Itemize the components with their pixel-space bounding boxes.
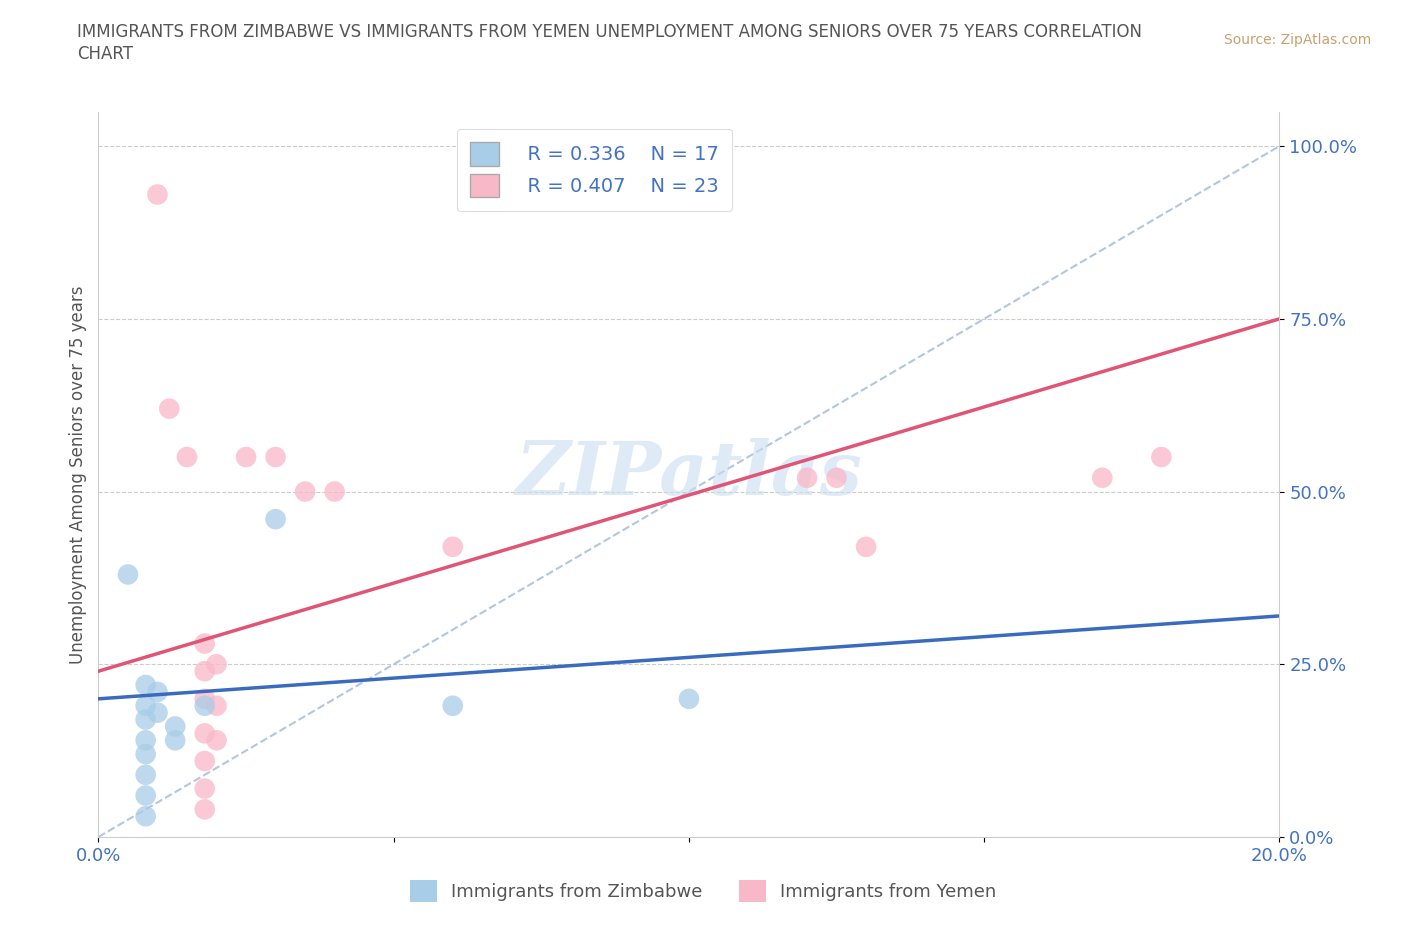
- Point: [441, 698, 464, 713]
- Point: [117, 567, 139, 582]
- Point: [135, 733, 157, 748]
- Point: [264, 449, 287, 464]
- Point: [205, 733, 228, 748]
- Legend:   R = 0.336    N = 17,   R = 0.407    N = 23: R = 0.336 N = 17, R = 0.407 N = 23: [457, 128, 733, 211]
- Point: [194, 664, 217, 679]
- Point: [135, 767, 157, 782]
- Point: [796, 471, 818, 485]
- Point: [194, 753, 217, 768]
- Point: [165, 733, 187, 748]
- Point: [194, 691, 217, 706]
- Point: [441, 539, 464, 554]
- Point: [194, 698, 217, 713]
- Point: [194, 726, 217, 741]
- Point: [323, 485, 346, 499]
- Point: [135, 678, 157, 693]
- Point: [235, 449, 257, 464]
- Point: [205, 698, 228, 713]
- Point: [146, 684, 169, 699]
- Legend: Immigrants from Zimbabwe, Immigrants from Yemen: Immigrants from Zimbabwe, Immigrants fro…: [395, 866, 1011, 916]
- Point: [135, 698, 157, 713]
- Point: [135, 712, 157, 727]
- Text: ZIPatlas: ZIPatlas: [516, 438, 862, 511]
- Point: [165, 719, 187, 734]
- Point: [294, 485, 316, 499]
- Point: [157, 401, 180, 416]
- Point: [146, 705, 169, 720]
- Point: [146, 187, 169, 202]
- Point: [678, 691, 700, 706]
- Point: [1150, 449, 1173, 464]
- Point: [825, 471, 848, 485]
- Point: [135, 747, 157, 762]
- Point: [194, 781, 217, 796]
- Point: [176, 449, 198, 464]
- Point: [135, 809, 157, 824]
- Y-axis label: Unemployment Among Seniors over 75 years: Unemployment Among Seniors over 75 years: [69, 286, 87, 663]
- Text: IMMIGRANTS FROM ZIMBABWE VS IMMIGRANTS FROM YEMEN UNEMPLOYMENT AMONG SENIORS OVE: IMMIGRANTS FROM ZIMBABWE VS IMMIGRANTS F…: [77, 23, 1142, 41]
- Point: [205, 657, 228, 671]
- Point: [194, 636, 217, 651]
- Point: [264, 512, 287, 526]
- Text: Source: ZipAtlas.com: Source: ZipAtlas.com: [1223, 33, 1371, 46]
- Text: CHART: CHART: [77, 45, 134, 62]
- Point: [135, 788, 157, 803]
- Point: [194, 802, 217, 817]
- Point: [1091, 471, 1114, 485]
- Point: [855, 539, 877, 554]
